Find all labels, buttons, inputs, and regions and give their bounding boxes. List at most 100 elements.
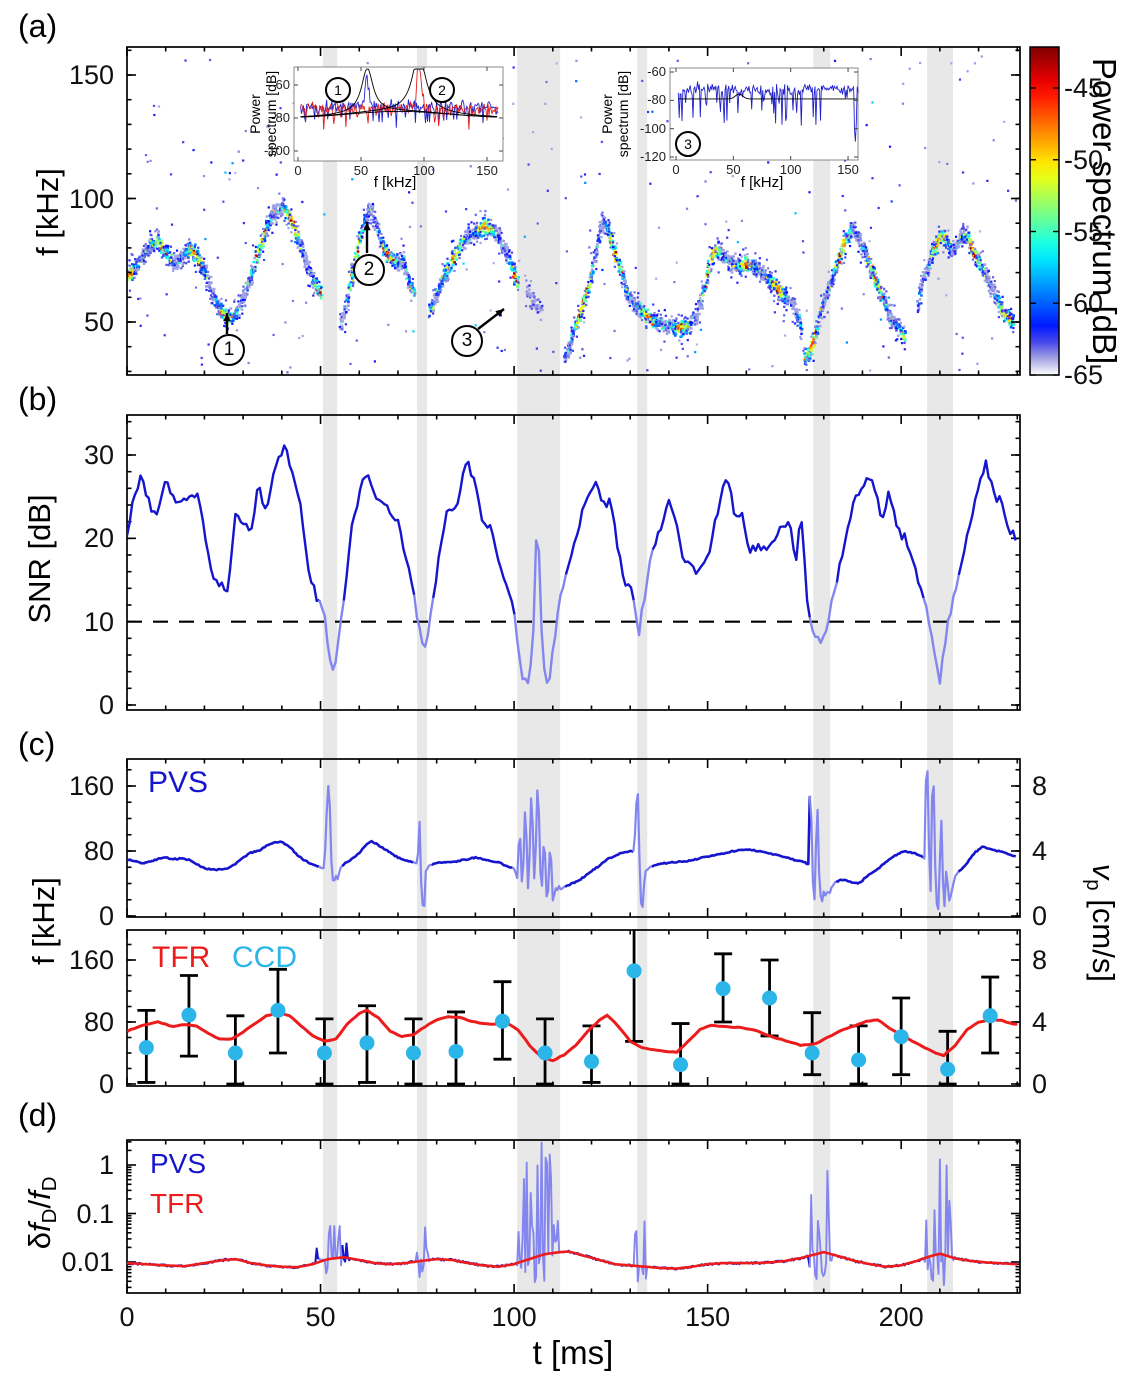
inset-ytick-label: -100 (263, 143, 290, 158)
annotation-arrowhead (495, 309, 504, 317)
panel-a-annotations (223, 222, 505, 334)
event-band (416, 47, 427, 1293)
tick-label: 80 (83, 1007, 114, 1037)
legend-d-pvs: PVS (150, 1148, 207, 1179)
tick-label: 30 (83, 440, 114, 470)
tfr-curve (127, 1008, 1018, 1063)
colorbar-tick-label: -45 (1064, 73, 1104, 103)
ccd-point (583, 1054, 599, 1070)
ccd-point (851, 1052, 867, 1068)
legend-c2-tfr: TFR (152, 941, 211, 974)
tick-label: 160 (68, 945, 114, 975)
panel-b-snr (127, 444, 1020, 685)
tfr-fluct-curve (127, 1250, 1018, 1270)
inset-xtick-label: 50 (726, 162, 741, 177)
ccd-point (316, 1045, 332, 1061)
inset-callout-1: 1 (325, 77, 351, 103)
tick-label: 4 (1032, 1007, 1048, 1037)
inset-2-fit-curve (678, 93, 858, 100)
panel-b-letter: (b) (18, 381, 58, 417)
ccd-point (537, 1045, 553, 1061)
tick-label: 100 (491, 1302, 537, 1332)
inset-xtick-label: 100 (413, 163, 435, 178)
inset-xtick-label: 50 (353, 163, 369, 178)
tick-label: 50 (305, 1302, 336, 1332)
inset-xtick-label: 150 (837, 162, 859, 177)
inset-xtick-label: 100 (779, 162, 802, 177)
panel-a-spectrogram (127, 55, 1018, 374)
event-band (637, 47, 648, 1293)
legend-c1-pvs: PVS (148, 766, 209, 799)
tick-label: 0 (98, 690, 114, 720)
tick-label: 8 (1032, 771, 1048, 801)
ccd-point (405, 1045, 421, 1061)
ccd-point (448, 1043, 464, 1059)
inset-ytick-label: -60 (271, 77, 290, 92)
colorbar-tick-label: -50 (1064, 144, 1104, 175)
panel-d-fluct (127, 1141, 1018, 1287)
ccd-point (227, 1045, 243, 1061)
ccd-point (940, 1061, 956, 1077)
inset-ytick-label: -120 (639, 149, 666, 165)
annotation-circle-2: 2 (353, 254, 385, 286)
inset2-ylabel-line1: Power (599, 94, 615, 134)
inset-xtick-label: 150 (476, 163, 498, 178)
tick-label: 10 (83, 606, 114, 637)
vp-right-label: vp [cm/s] (1081, 803, 1121, 1043)
tick-label: 200 (878, 1302, 924, 1332)
axis-ticks (126, 414, 1021, 711)
panel-d-letter: (d) (18, 1097, 58, 1133)
event-band (813, 47, 831, 1293)
annotation-circle-1: 1 (213, 334, 245, 366)
tick-label: 0 (1032, 1069, 1048, 1099)
panel-c1-pvs (127, 770, 1017, 911)
panel-a-letter: (a) (18, 8, 58, 44)
colorbar-tick-label: -60 (1064, 288, 1104, 319)
inset2-ylabel: Power spectrum [dB] (599, 39, 631, 189)
inset-1-fit-curve (300, 68, 498, 118)
ccd-point (359, 1035, 375, 1051)
axis-ticks (126, 1139, 1021, 1294)
ccd-point (181, 1007, 197, 1023)
ccd-point (494, 1013, 510, 1029)
tick-label: 100 (68, 183, 114, 214)
inset-callout-2: 2 (429, 77, 455, 103)
annotation-arrowhead (363, 222, 371, 231)
inset1-xlabel: f [kHz] (373, 174, 417, 191)
panel-c2-tfr-ccd (127, 930, 1018, 1086)
inset2-ylabel-line2: spectrum [dB] (615, 70, 631, 158)
ccd-point (762, 990, 778, 1006)
event-band (322, 47, 338, 1293)
tick-label: 150 (685, 1302, 731, 1332)
ccd-point (715, 981, 731, 997)
ccd-point (270, 1002, 286, 1018)
inset-1-spectrum (300, 68, 499, 130)
tick-label: 80 (83, 836, 114, 866)
legend-c2-ccd: CCD (232, 941, 297, 974)
ccd-point (804, 1045, 820, 1061)
tick-label: 1 (98, 1150, 114, 1180)
panel-a-insets (293, 66, 859, 162)
tick-label: 4 (1032, 836, 1048, 866)
tick-label: 0 (98, 1069, 114, 1099)
tick-label: 0 (1032, 901, 1048, 931)
inset2-xlabel: f [kHz] (740, 174, 784, 191)
inset-ytick-label: -80 (647, 92, 666, 108)
colorbar-tick-label: -55 (1064, 216, 1104, 247)
ccd-point (626, 963, 642, 979)
inset-2-frame (669, 67, 859, 161)
event-band (517, 47, 561, 1293)
inset-xtick-label: 0 (294, 163, 302, 178)
inset-callout-3: 3 (675, 131, 701, 157)
inset-ytick-label: -80 (271, 110, 290, 125)
tick-label: 160 (68, 771, 114, 801)
ccd-error-bar (625, 930, 644, 1043)
annotation-circle-3: 3 (451, 325, 483, 357)
inset-ytick-label: -100 (639, 120, 666, 136)
axis-ticks (126, 46, 1021, 376)
v-symbol: v (1085, 863, 1121, 880)
tick-label: 150 (68, 60, 114, 90)
legend-d-tfr: TFR (150, 1188, 205, 1219)
